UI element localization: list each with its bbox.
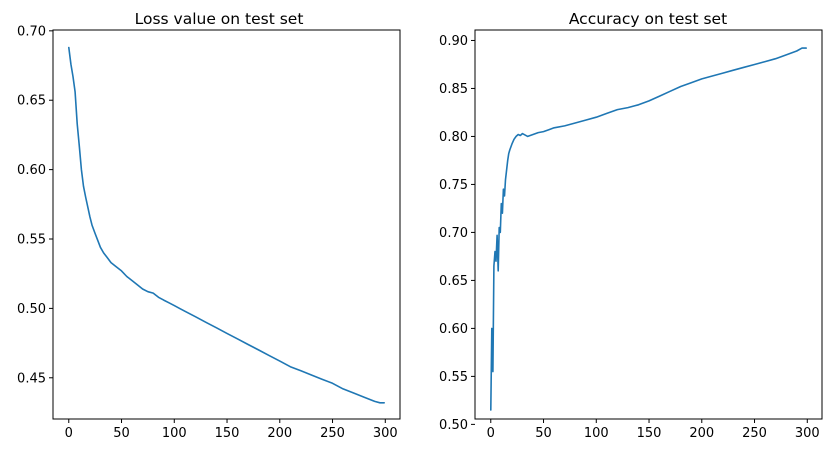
loss-chart-xtick-label: 50 [113, 426, 130, 441]
loss-chart-xtick-label: 0 [65, 426, 73, 441]
accuracy-chart-ytick-label: 0.50 [439, 418, 468, 433]
accuracy-chart-ytick-label: 0.55 [439, 370, 468, 385]
loss-chart: Loss value on test set 0 50 100 150 200 250 30… [17, 10, 401, 441]
accuracy-chart-ytick-label: 0.85 [439, 82, 468, 97]
loss-chart-xtick-label: 200 [267, 426, 292, 441]
loss-chart-ytick-label: 0.45 [17, 371, 46, 386]
accuracy-chart-title: Accuracy on test set [569, 10, 727, 28]
loss-chart-xtick-label: 150 [215, 426, 240, 441]
accuracy-chart-ytick-label: 0.90 [439, 34, 468, 49]
loss-chart-ytick-label: 0.70 [17, 24, 46, 39]
accuracy-chart-xtick-label: 100 [584, 426, 609, 441]
loss-chart-marks: 0 50 100 150 200 250 300 0.45 0.50 0.55 0.60 0.65 0.… [17, 24, 398, 441]
accuracy-chart-xtick-label: 150 [637, 426, 662, 441]
accuracy-chart-ytick-label: 0.80 [439, 130, 468, 145]
loss-chart-series-line [68, 46, 386, 404]
accuracy-chart-ytick-label: 0.70 [439, 226, 468, 241]
loss-chart-ytick-label: 0.60 [17, 163, 46, 178]
accuracy-chart-xtick-label: 50 [535, 426, 552, 441]
accuracy-chart-series-line [489, 47, 808, 411]
loss-chart-xtick-label: 100 [162, 426, 187, 441]
accuracy-chart-frame [474, 29, 823, 420]
accuracy-chart-ytick-label: 0.60 [439, 322, 468, 337]
loss-chart-ytick-label: 0.65 [17, 94, 46, 109]
loss-chart-frame [52, 29, 401, 420]
loss-chart-title: Loss value on test set [135, 10, 304, 28]
loss-chart-ytick-label: 0.55 [17, 233, 46, 248]
accuracy-chart-xtick-label: 200 [689, 426, 714, 441]
accuracy-chart-xtick-label: 300 [795, 426, 820, 441]
loss-chart-xtick-label: 300 [373, 426, 398, 441]
accuracy-chart-xtick-label: 250 [742, 426, 767, 441]
accuracy-chart-marks: 0 50 100 150 200 250 300 0.50 0.55 0.60 0.65 0.70 0.… [439, 34, 820, 441]
accuracy-chart-ytick-label: 0.65 [439, 274, 468, 289]
accuracy-chart-xtick-label: 0 [487, 426, 495, 441]
accuracy-chart-ytick-label: 0.75 [439, 178, 468, 193]
loss-chart-xtick-label: 250 [320, 426, 345, 441]
accuracy-chart: Accuracy on test set 0 50 100 150 200 250 3000… [439, 10, 823, 441]
loss-chart-ytick-label: 0.50 [17, 302, 46, 317]
